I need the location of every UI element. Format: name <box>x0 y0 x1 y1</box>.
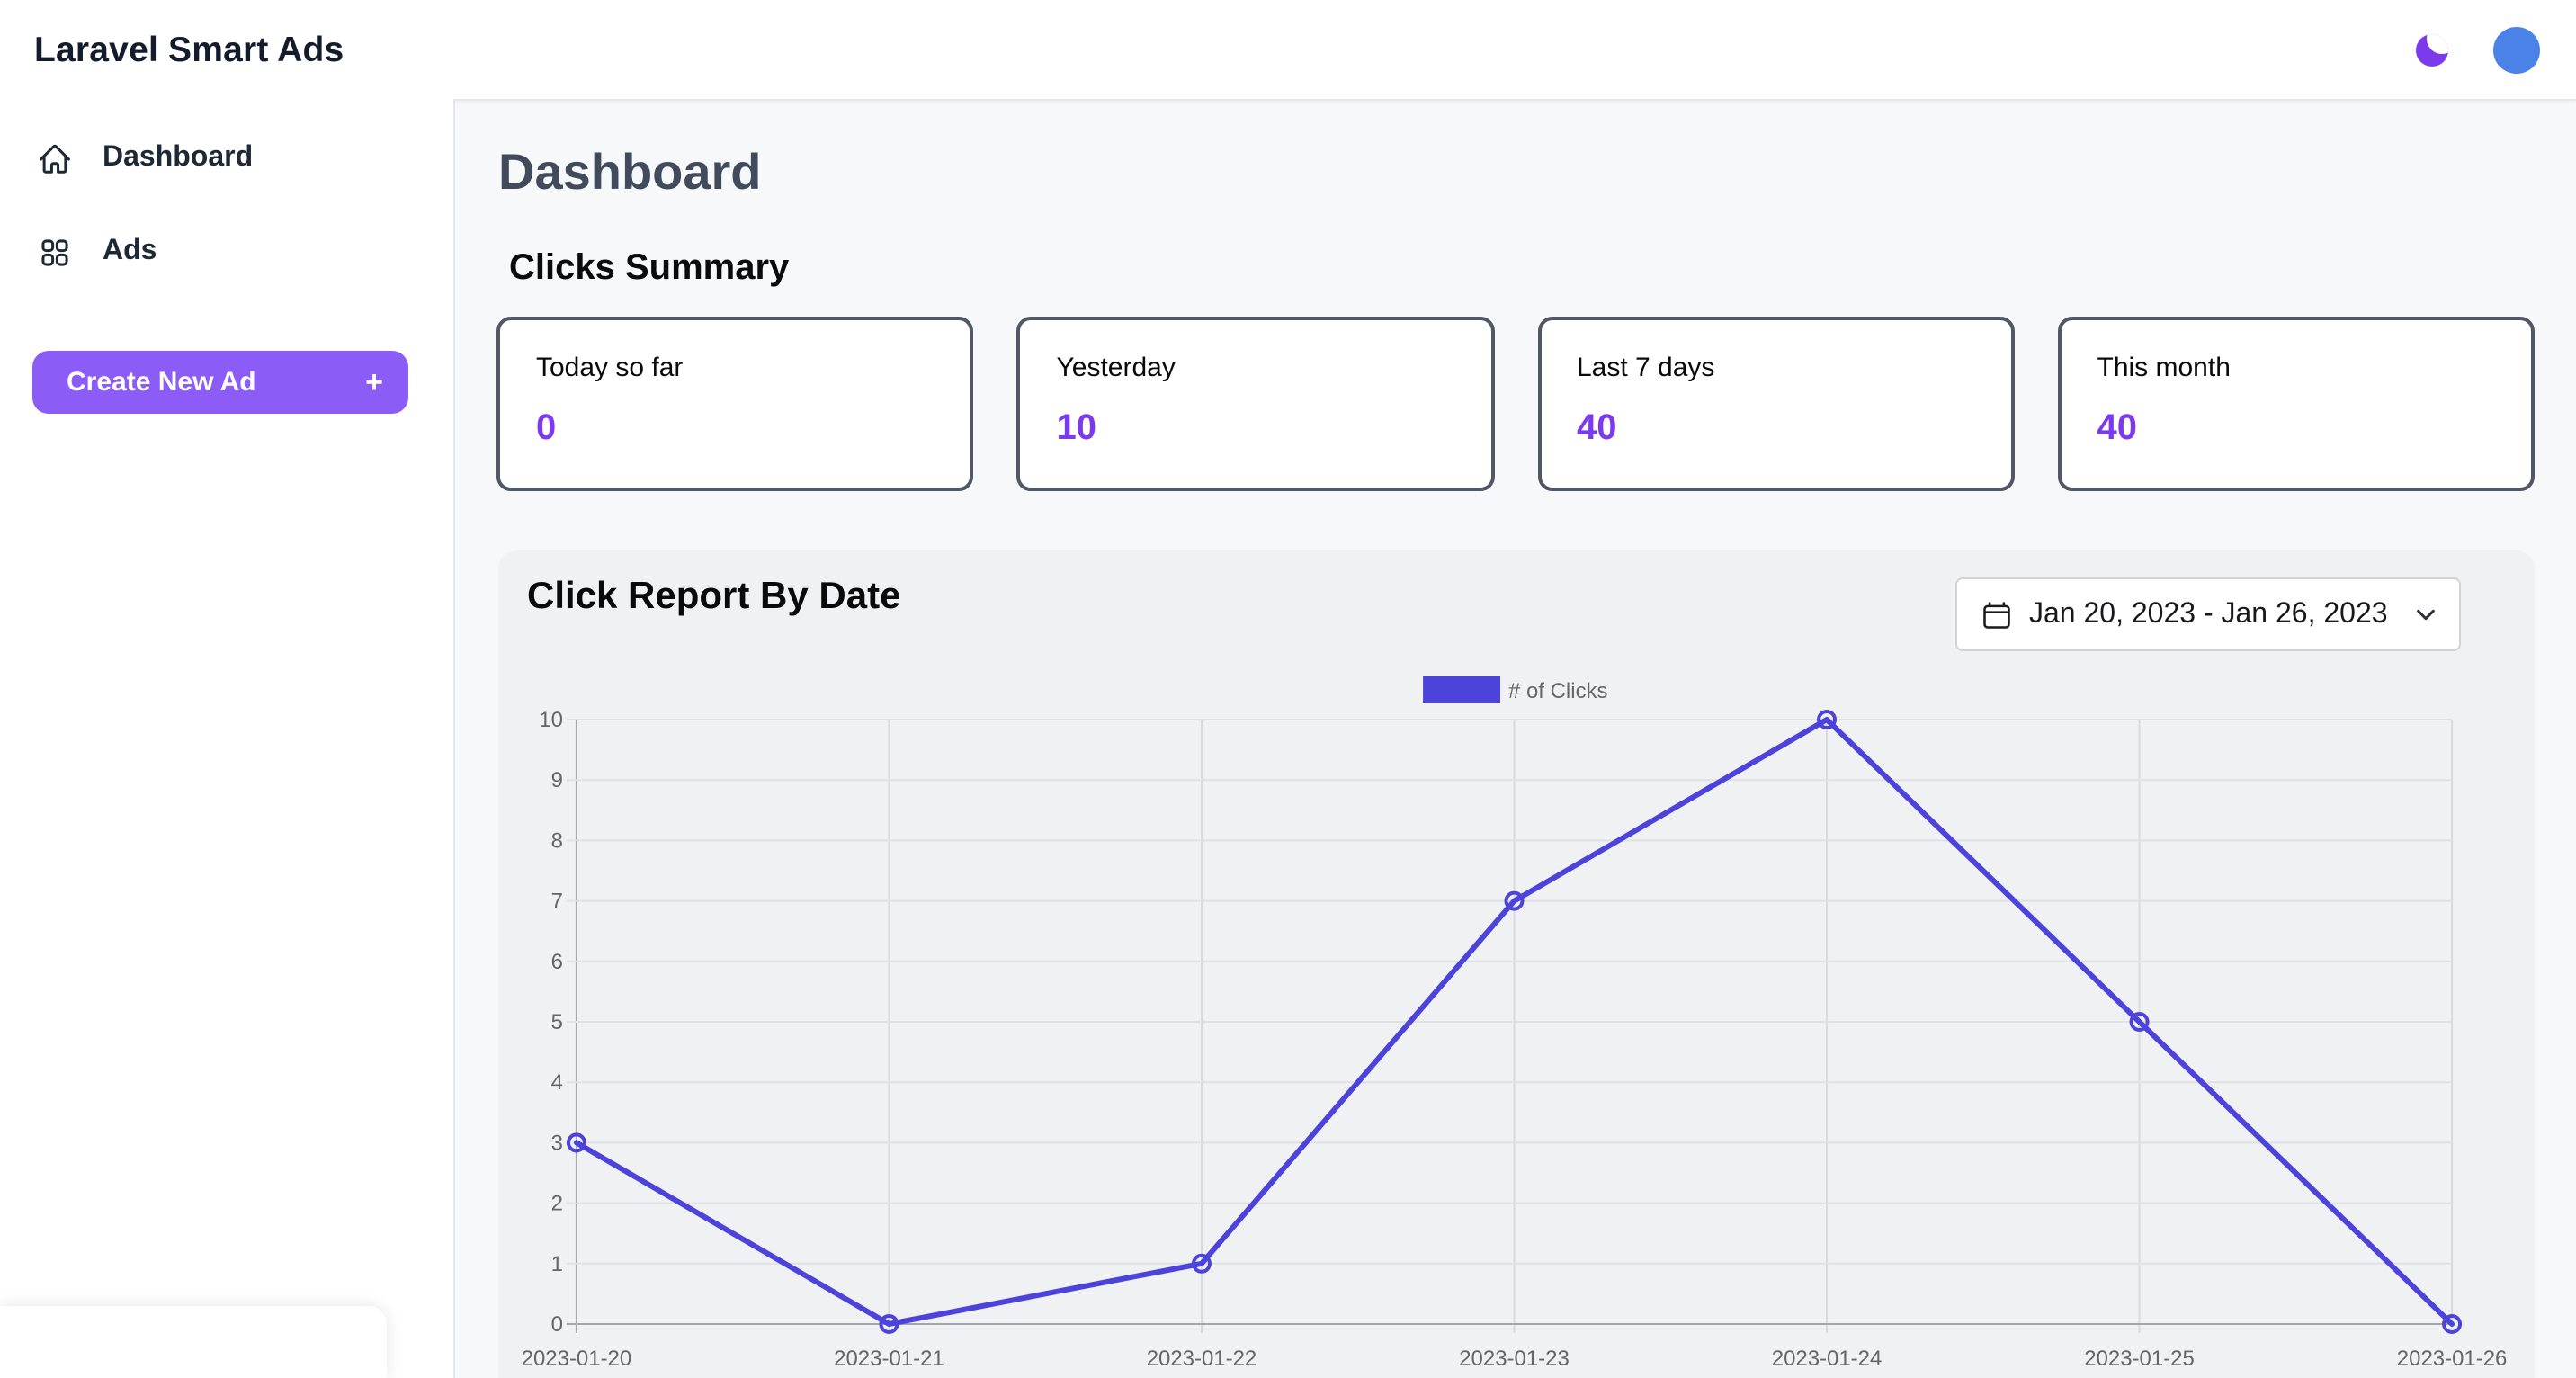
summary-card-today: Today so far 0 <box>496 317 974 491</box>
date-range-value: Jan 20, 2023 - Jan 26, 2023 <box>2029 598 2388 629</box>
main-content: Dashboard Clicks Summary Today so far 0 … <box>453 101 2576 1378</box>
card-value: 40 <box>1577 408 1617 448</box>
svg-text:4: 4 <box>551 1070 563 1095</box>
page-title: Dashboard <box>498 144 762 200</box>
brand-title: Laravel Smart Ads <box>34 31 344 70</box>
svg-text:2023-01-25: 2023-01-25 <box>2084 1347 2195 1371</box>
sidebar-item-ads[interactable]: Ads <box>0 230 453 273</box>
svg-text:2023-01-21: 2023-01-21 <box>834 1347 944 1371</box>
status-bubble <box>0 1306 387 1378</box>
svg-text:6: 6 <box>551 950 563 974</box>
svg-text:10: 10 <box>539 708 563 732</box>
sidebar-item-dashboard[interactable]: Dashboard <box>0 137 453 180</box>
summary-card-yesterday: Yesterday 10 <box>1016 317 1494 491</box>
svg-text:8: 8 <box>551 828 563 853</box>
moon-icon <box>2416 33 2448 66</box>
svg-text:2023-01-24: 2023-01-24 <box>1772 1347 1883 1371</box>
dark-mode-toggle[interactable] <box>2416 33 2448 66</box>
svg-text:2023-01-23: 2023-01-23 <box>1459 1347 1570 1371</box>
svg-text:2023-01-26: 2023-01-26 <box>2397 1347 2508 1371</box>
top-header <box>453 0 2576 101</box>
date-range-picker[interactable]: Jan 20, 2023 - Jan 26, 2023 <box>1955 577 2461 651</box>
card-label: Last 7 days <box>1577 353 1715 383</box>
sidebar-item-label: Dashboard <box>103 142 254 173</box>
click-report-heading: Click Report By Date <box>527 576 901 617</box>
create-new-ad-button[interactable]: Create New Ad + <box>32 351 408 414</box>
sidebar-item-label: Ads <box>103 236 157 266</box>
home-icon <box>38 141 72 175</box>
chevron-down-icon <box>2415 603 2438 626</box>
click-report-panel: Click Report By Date Jan 20, 2023 - Jan … <box>498 550 2535 1378</box>
svg-text:1: 1 <box>551 1252 563 1276</box>
svg-text:0: 0 <box>551 1312 563 1337</box>
sidebar: Laravel Smart Ads Dashboard Ads Create N… <box>0 0 453 1378</box>
summary-cards: Today so far 0 Yesterday 10 Last 7 days … <box>496 317 2535 491</box>
card-label: Today so far <box>536 353 684 383</box>
card-label: Yesterday <box>1056 353 1176 383</box>
svg-text:2: 2 <box>551 1192 563 1216</box>
svg-text:2023-01-22: 2023-01-22 <box>1147 1347 1257 1371</box>
create-new-ad-label: Create New Ad <box>67 367 256 398</box>
svg-text:5: 5 <box>551 1010 563 1034</box>
avatar[interactable] <box>2493 26 2540 73</box>
svg-text:2023-01-20: 2023-01-20 <box>522 1347 632 1371</box>
card-value: 10 <box>1056 408 1097 448</box>
summary-card-this-month: This month 40 <box>2057 317 2535 491</box>
card-value: 40 <box>2097 408 2138 448</box>
clicks-summary-heading: Clicks Summary <box>509 248 790 288</box>
clicks-line-chart: 2023-01-20 2023-01-21 2023-01-22 2023-01-23… <box>498 648 2535 1378</box>
svg-text:3: 3 <box>551 1131 563 1155</box>
summary-card-last-7-days: Last 7 days 40 <box>1537 317 2015 491</box>
svg-text:9: 9 <box>551 768 563 792</box>
calendar-icon <box>1981 598 2013 631</box>
plus-icon: + <box>365 364 383 398</box>
chart-canvas: 2023-01-20 2023-01-21 2023-01-22 2023-01-23… <box>522 676 2508 1371</box>
card-label: This month <box>2097 353 2231 383</box>
svg-text:7: 7 <box>551 890 563 914</box>
card-value: 0 <box>536 408 557 448</box>
svg-text:# of Clicks: # of Clicks <box>1508 679 1608 703</box>
grid-icon <box>38 235 72 269</box>
